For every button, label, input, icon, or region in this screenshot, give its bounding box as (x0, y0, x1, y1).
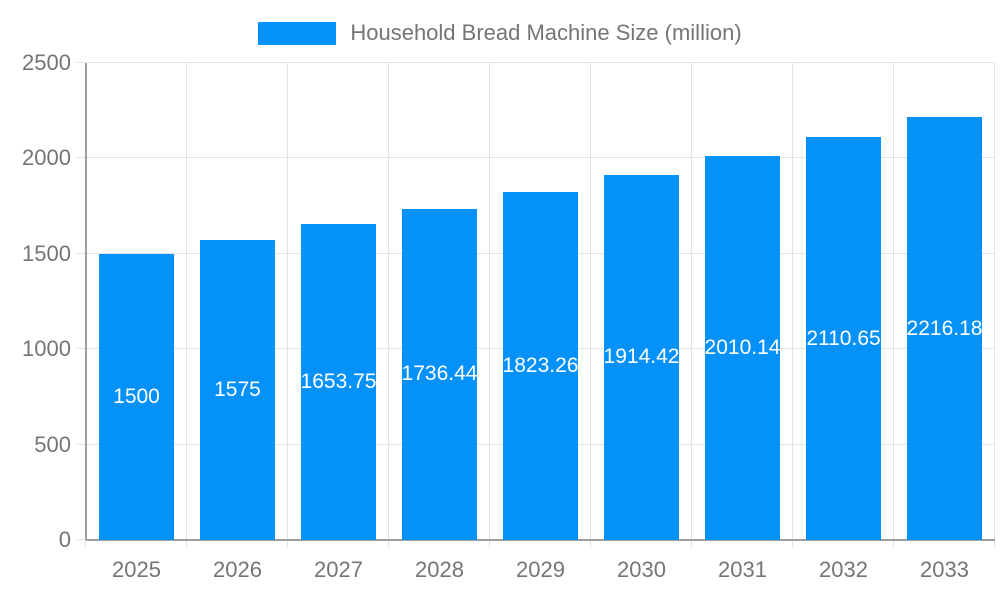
x-axis-tick-label: 2029 (516, 557, 565, 582)
gridline-vertical (488, 63, 490, 540)
bar[interactable] (704, 156, 781, 540)
gridline-vertical (892, 63, 894, 540)
x-axis-tick-label: 2031 (718, 557, 767, 582)
gridline-vertical (792, 63, 793, 540)
bar[interactable] (199, 239, 276, 540)
legend-label: Household Bread Machine Size (million) (350, 20, 742, 45)
gridline-horizontal (86, 157, 995, 159)
x-axis-line (86, 539, 995, 541)
x-axis-tick-label: 2028 (415, 557, 464, 582)
x-axis-tick (792, 540, 793, 548)
x-axis-tick-label: 2025 (112, 557, 161, 582)
y-axis-tick (77, 252, 85, 254)
x-axis-tick (488, 540, 490, 548)
x-axis-tick (286, 540, 288, 548)
x-axis-tick (590, 540, 591, 548)
y-axis-tick (77, 348, 85, 350)
y-axis-tick-label: 2000 (22, 145, 71, 171)
gridline-vertical (690, 63, 692, 540)
x-axis-tick (185, 540, 187, 548)
y-axis-line (85, 63, 87, 540)
plot-area: 0 500 1000 1500 2000 2500 1500 2025 1575 2026 1653… (22, 50, 995, 582)
legend-item[interactable]: Household Bread Machine Size (million) (0, 20, 1000, 46)
x-axis-tick-label: 2033 (920, 557, 969, 582)
bar[interactable] (502, 192, 579, 540)
y-axis-tick-label: 500 (34, 431, 71, 457)
gridline-vertical (994, 63, 995, 540)
x-axis-tick-label: 2032 (819, 557, 868, 582)
bar[interactable] (603, 174, 680, 540)
y-axis-tick-label: 1500 (22, 240, 71, 266)
x-axis-tick-label: 2027 (314, 557, 363, 582)
bar[interactable] (805, 137, 882, 540)
x-axis-tick (994, 540, 995, 548)
y-axis-tick (77, 62, 85, 63)
y-axis-tick-label: 0 (58, 527, 71, 552)
gridline-vertical (286, 63, 288, 540)
y-axis-tick (77, 157, 85, 159)
y-axis-tick (77, 443, 85, 445)
y-axis-tick-label: 2500 (22, 50, 71, 75)
gridline-vertical (590, 63, 591, 540)
bar[interactable] (906, 117, 983, 540)
legend-swatch (258, 21, 337, 45)
gridline-horizontal (86, 62, 995, 63)
bar[interactable] (401, 208, 478, 540)
bar[interactable] (98, 253, 175, 540)
x-axis-tick (85, 540, 86, 548)
y-axis-tick-label: 1000 (22, 336, 71, 362)
gridline-vertical (185, 63, 187, 540)
x-axis-tick (892, 540, 894, 548)
gridline-vertical (387, 63, 389, 540)
x-axis-tick (387, 540, 389, 548)
bar[interactable] (300, 224, 377, 540)
y-axis-tick (77, 539, 85, 540)
x-axis-tick-label: 2026 (213, 557, 262, 582)
x-axis-tick-label: 2030 (617, 557, 666, 582)
x-axis-tick (690, 540, 692, 548)
